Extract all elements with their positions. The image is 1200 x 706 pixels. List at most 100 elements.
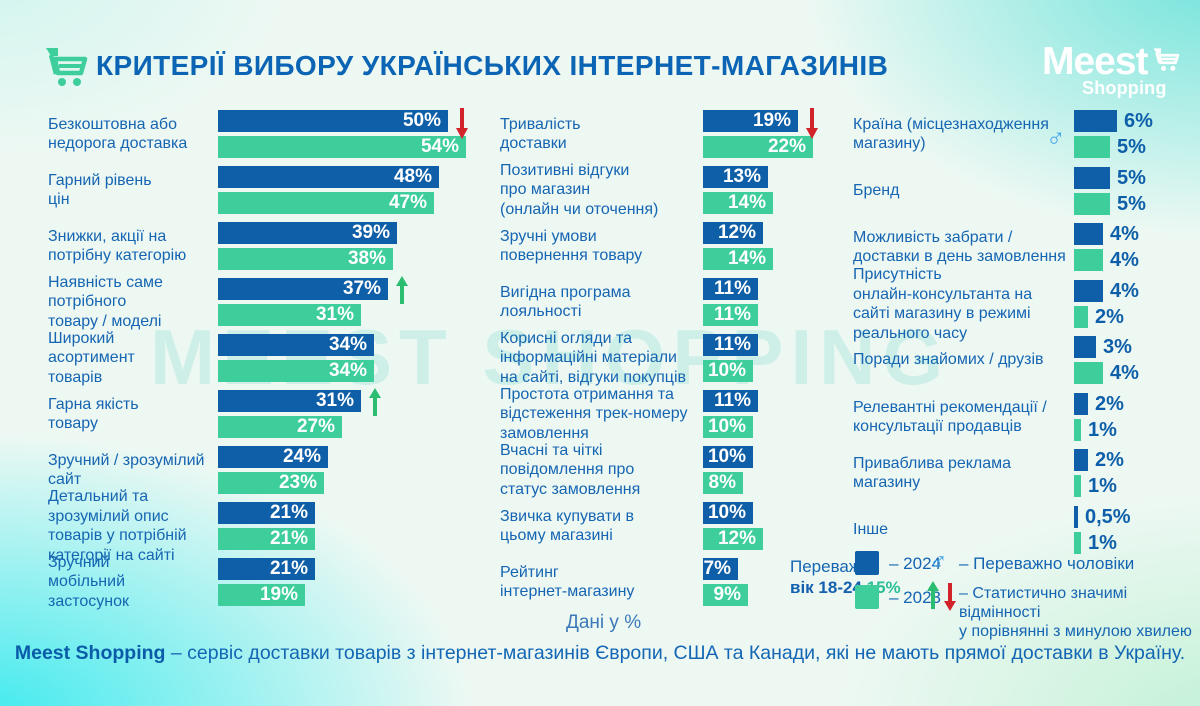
bar-2024 [1074,110,1117,132]
bar-value-2023: 5% [1117,136,1146,158]
bar-value-2023: 47% [388,192,427,213]
bar-2023: 34% [218,360,374,382]
units-footnote: Дані у % [566,612,642,633]
bar-2024: 13% [703,166,768,188]
criterion-label: Гарний рівень цін [48,171,152,209]
criterion-label: Вчасні та чіткі повідомлення про статус … [500,441,641,498]
bar-value-2023: 27% [296,416,335,437]
bar-value-2024: 5% [1117,167,1146,189]
bar-value-2023: 2% [1095,306,1124,328]
page-title: КРИТЕРІЇ ВИБОРУ УКРАЇНСЬКИХ ІНТЕРНЕТ-МАГ… [96,50,889,81]
bar-2024: 21% [218,558,315,580]
bar-value-2024: 48% [393,166,432,187]
bar-value-2024: 0,5% [1085,506,1131,528]
bar-value-2023: 5% [1117,193,1146,215]
legend-swatch-2023 [855,585,879,609]
bar-value-2024: 10% [707,446,746,467]
bar-value-2024: 24% [282,446,321,467]
bar-2024: 12% [703,222,763,244]
bar-2024: 10% [703,446,753,468]
cart-icon [42,44,90,95]
bar-2023 [1074,475,1081,497]
criterion-label: Широкий асортимент товарів [48,329,135,386]
bar-2023: 11% [703,304,758,326]
trend-up-icon [394,274,410,311]
bar-value-2023: 1% [1088,419,1117,441]
bar-value-2023: 14% [727,192,766,213]
criterion-label: Зручний мобільний застосунок [48,553,130,610]
legend-label-male: – Переважно чоловіки [959,554,1135,573]
bar-2023 [1074,362,1103,384]
criterion-label: Інше [853,521,889,539]
bar-2023: 21% [218,528,315,550]
bar-2024: 39% [218,222,397,244]
criterion-label: Знижки, акції на потрібну категорію [48,227,187,265]
bar-2023 [1074,419,1081,441]
bar-value-2024: 11% [714,390,751,411]
bar-value-2023: 4% [1110,362,1139,384]
logo-name: Meest [1042,40,1149,83]
bar-2023 [1074,136,1110,158]
criterion-label: Рейтинг інтернет-магазину [500,563,635,601]
bar-value-2024: 19% [752,110,791,131]
bar-2023 [1074,532,1081,554]
bar-2024: 37% [218,278,388,300]
criterion-label: Поради знайомих / друзів [853,351,1044,369]
watermark-text: MEEST SHOPPING [150,313,951,401]
bar-2024: 10% [703,502,753,524]
trend-up-icon [925,579,941,616]
bar-2024: 21% [218,502,315,524]
bar-value-2023: 12% [717,528,756,549]
bar-value-2023: 10% [707,360,746,381]
brand-name: Meest Shopping [14,642,166,664]
bar-2024 [1074,393,1088,415]
bar-value-2024: 11% [714,278,751,299]
bar-2024: 50% [218,110,448,132]
bar-value-2023: 23% [278,472,317,493]
criterion-label: Присутність онлайн-консультанта на сайті… [853,266,1033,342]
trend-up-icon [367,386,383,423]
bar-2024: 24% [218,446,328,468]
legend-swatch-2024 [855,551,879,575]
logo-cart-icon [1151,44,1181,79]
bar-2024: 31% [218,390,361,412]
bar-2024: 11% [703,390,758,412]
bar-2023 [1074,193,1110,215]
bar-2024 [1074,506,1078,528]
logo-subtitle: Shopping [1082,78,1167,98]
criterion-label: Тривалість доставки [500,115,581,153]
bar-value-2023: 19% [259,584,298,605]
bar-value-2024: 34% [328,334,367,355]
legend-label-stat: – Статистично значимі відмінності у порі… [959,585,1192,640]
trend-down-icon [454,106,470,145]
bar-2024 [1074,223,1103,245]
bar-value-2024: 2% [1095,393,1124,415]
bar-value-2024: 10% [707,502,746,523]
bar-value-2023: 34% [328,360,367,381]
bar-value-2023: 38% [347,248,386,269]
bar-2024 [1074,280,1103,302]
bar-value-2024: 50% [402,110,441,131]
bar-value-2023: 31% [315,304,354,325]
bar-value-2023: 54% [420,136,459,157]
age-note-bold: вік 18-24 [790,578,862,597]
criterion-label: Зручний / зрозумілий сайт [48,451,205,489]
bar-value-2024: 31% [315,390,354,411]
male-icon: ♂ [929,547,948,575]
bar-value-2024: 2% [1095,449,1124,471]
bar-2024: 34% [218,334,374,356]
bar-2024 [1074,449,1088,471]
criterion-label: Позитивні відгуки про магазин (онлайн чи… [500,161,659,218]
criterion-label: Вигідна програма лояльності [500,283,631,321]
criterion-label: Наявність саме потрібного товару / модел… [48,273,163,330]
bar-value-2023: 21% [269,528,308,549]
bar-2023: 31% [218,304,361,326]
bar-2023: 9% [703,584,748,606]
criterion-label: Релевантні рекомендації / консультації п… [853,398,1047,436]
criterion-label: Приваблива реклама магазину [853,454,1012,492]
bar-2023: 38% [218,248,393,270]
criterion-label: Корисні огляди та інформаційні матеріали… [500,329,687,386]
bar-value-2024: 6% [1124,110,1153,132]
bar-value-2024: 4% [1110,280,1139,302]
